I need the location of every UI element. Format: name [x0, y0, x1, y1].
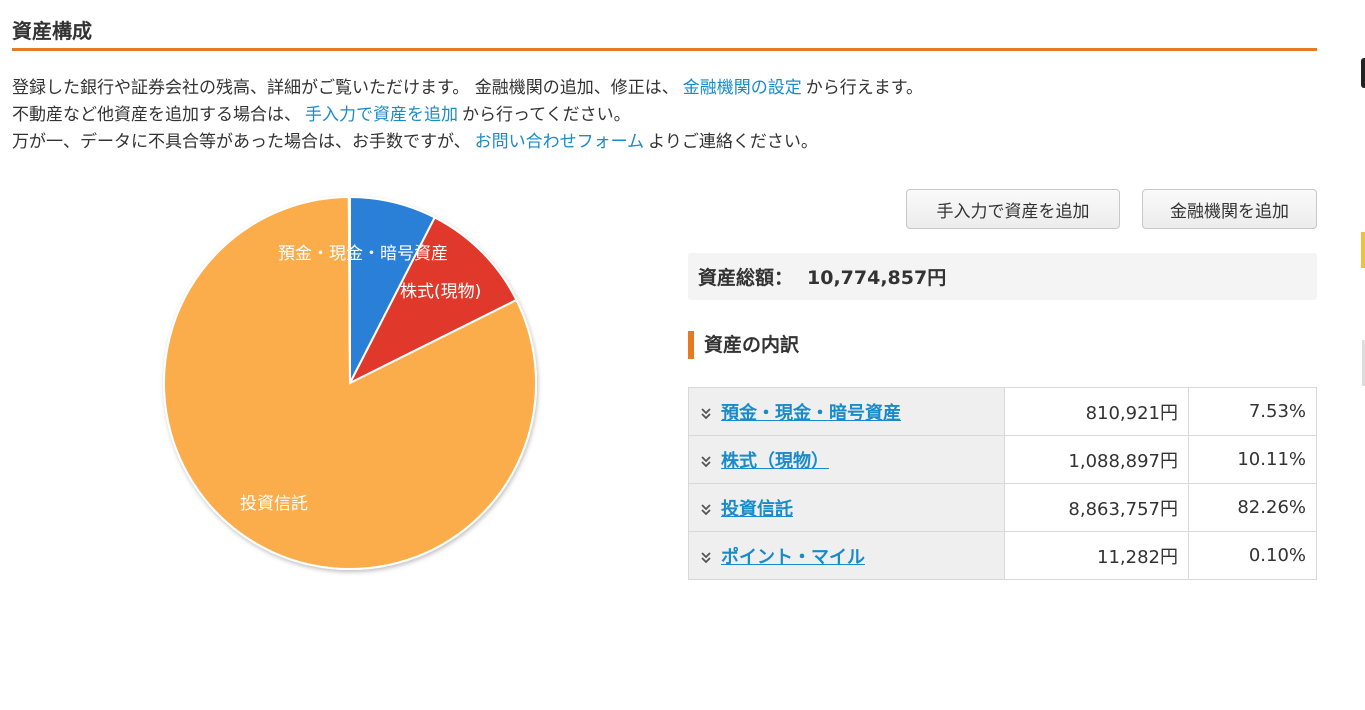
page-title: 資産構成: [12, 19, 92, 43]
category-link-funds[interactable]: 投資信託: [721, 498, 793, 520]
pie-slice-label: 預金・現金・暗号資産: [278, 244, 448, 264]
table-row: 預金・現金・暗号資産 810,921円 7.53%: [688, 387, 1317, 436]
asset-pie-chart: 預金・現金・暗号資産株式(現物) 投資信託: [150, 185, 550, 585]
total-assets-label: 資産総額：: [698, 267, 794, 289]
total-assets-box: 資産総額： 10,774,857円: [688, 253, 1317, 300]
table-row: 株式（現物） 1,088,897円 10.11%: [688, 435, 1317, 484]
percent-cell: 10.11%: [1188, 435, 1317, 484]
pie-slice-label: 株式(現物): [400, 282, 481, 302]
manual-add-asset-button[interactable]: 手入力で資産を追加: [906, 189, 1120, 229]
intro-line-3-suffix: よりご連絡ください。: [648, 132, 818, 152]
percent-cell: 82.26%: [1188, 483, 1317, 532]
intro-line-2-text: 不動産など他資産を追加する場合は、: [12, 105, 301, 125]
intro-line-1-suffix: から行えます。: [805, 78, 924, 98]
amount-cell: 11,282円: [1004, 531, 1189, 580]
page-header: 資産構成: [12, 0, 1317, 51]
table-row: ポイント・マイル 11,282円 0.10%: [688, 531, 1317, 580]
pie-slice: [347, 216, 518, 386]
intro-line-1-text: 登録した銀行や証券会社の残高、詳細がご覧いただけます。 金融機関の追加、修正は、: [12, 78, 679, 98]
pie-slice: [347, 195, 351, 384]
intro-line-1: 登録した銀行や証券会社の残高、詳細がご覧いただけます。 金融機関の追加、修正は、…: [12, 75, 923, 102]
intro-line-3-text: 万が一、データに不具合等があった場合は、お手数ですが、: [12, 132, 471, 152]
category-cell: 株式（現物）: [688, 435, 1005, 484]
edge-widget: [1361, 58, 1365, 88]
category-link-stocks[interactable]: 株式（現物）: [721, 450, 829, 472]
table-row: 投資信託 8,863,757円 82.26%: [688, 483, 1317, 532]
percent-cell: 0.10%: [1188, 531, 1317, 580]
percent-cell: 7.53%: [1188, 387, 1317, 436]
category-cell: 投資信託: [688, 483, 1005, 532]
category-cell: 預金・現金・暗号資産: [688, 387, 1005, 436]
double-chevron-down-icon[interactable]: [699, 455, 713, 469]
edge-widget: [1362, 340, 1365, 386]
add-institution-button[interactable]: 金融機関を追加: [1142, 189, 1317, 229]
amount-cell: 810,921円: [1004, 387, 1189, 436]
intro-line-3: 万が一、データに不具合等があった場合は、お手数ですが、 お問い合わせフォーム よりご…: [12, 129, 923, 156]
amount-cell: 1,088,897円: [1004, 435, 1189, 484]
manual-asset-link[interactable]: 手入力で資産を追加: [305, 105, 458, 125]
breakdown-table: 預金・現金・暗号資産 810,921円 7.53% 株式（現物） 1,088,8…: [688, 387, 1317, 580]
breakdown-heading: 資産の内訳: [688, 331, 799, 359]
category-link-points[interactable]: ポイント・マイル: [721, 546, 865, 568]
pie-slice-label: 投資信託: [240, 494, 308, 514]
double-chevron-down-icon[interactable]: [699, 503, 713, 517]
edge-widget: [1361, 232, 1365, 268]
institution-settings-link[interactable]: 金融機関の設定: [682, 78, 802, 98]
double-chevron-down-icon[interactable]: [699, 551, 713, 565]
category-cell: ポイント・マイル: [688, 531, 1005, 580]
double-chevron-down-icon[interactable]: [699, 407, 713, 421]
category-link-deposits[interactable]: 預金・現金・暗号資産: [721, 402, 901, 424]
intro-line-2-suffix: から行ってください。: [462, 105, 631, 125]
contact-form-link[interactable]: お問い合わせフォーム: [474, 132, 645, 152]
intro-line-2: 不動産など他資産を追加する場合は、 手入力で資産を追加 から行ってください。: [12, 102, 923, 129]
amount-cell: 8,863,757円: [1004, 483, 1189, 532]
total-assets-value: 10,774,857円: [807, 267, 947, 289]
intro-text: 登録した銀行や証券会社の残高、詳細がご覧いただけます。 金融機関の追加、修正は、…: [12, 75, 923, 156]
